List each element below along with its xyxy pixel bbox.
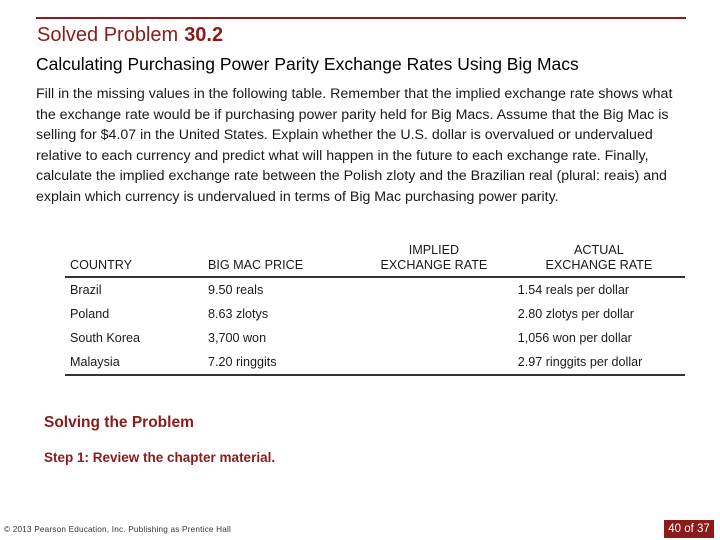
problem-number: 30.2 xyxy=(184,24,224,46)
cell-price: 9.50 reals xyxy=(207,283,264,297)
header-implied-line1: IMPLIED xyxy=(408,243,460,257)
cell-actual: 2.97 ringgits per dollar xyxy=(517,355,643,369)
page-number-badge: 40 of 37 xyxy=(664,520,714,538)
slide-subtitle: Calculating Purchasing Power Parity Exch… xyxy=(36,54,579,74)
cell-country: Brazil xyxy=(70,283,102,297)
cell-actual: 1.54 reals per dollar xyxy=(517,283,630,297)
cell-implied xyxy=(355,326,513,350)
cell-price: 3,700 won xyxy=(207,331,267,345)
cell-country: South Korea xyxy=(70,331,141,345)
header-implied-line2: EXCHANGE RATE xyxy=(380,258,488,272)
cell-country: Malaysia xyxy=(70,355,120,369)
table-row: Brazil 9.50 reals 1.54 reals per dollar xyxy=(65,277,685,302)
top-divider xyxy=(36,17,686,19)
table-row: South Korea 3,700 won 1,056 won per doll… xyxy=(65,326,685,350)
header-country: COUNTRY xyxy=(70,258,133,272)
slide-title: Solved Problem 30.2 xyxy=(37,24,223,47)
cell-price: 8.63 zlotys xyxy=(207,307,269,321)
cell-implied xyxy=(355,302,513,326)
cell-actual: 1,056 won per dollar xyxy=(517,331,632,345)
header-actual-line1: ACTUAL xyxy=(574,243,624,257)
cell-implied xyxy=(355,277,513,302)
solving-heading: Solving the Problem xyxy=(44,414,194,431)
problem-statement: Fill in the missing values in the follow… xyxy=(36,86,673,205)
title-text: Solved Problem xyxy=(37,24,179,46)
data-table: COUNTRY BIG MAC PRICE IMPLIED EXCHANGE R… xyxy=(65,243,685,376)
header-price: BIG MAC PRICE xyxy=(207,258,304,272)
cell-implied xyxy=(355,350,513,375)
header-actual-line2: EXCHANGE RATE xyxy=(545,258,653,272)
exchange-rate-table: COUNTRY BIG MAC PRICE IMPLIED EXCHANGE R… xyxy=(65,243,685,376)
step-one: Step 1: Review the chapter material. xyxy=(44,450,276,465)
table-row: Malaysia 7.20 ringgits 2.97 ringgits per… xyxy=(65,350,685,375)
cell-country: Poland xyxy=(70,307,110,321)
table-header-row: COUNTRY BIG MAC PRICE IMPLIED EXCHANGE R… xyxy=(65,243,685,277)
copyright-footer: © 2013 Pearson Education, Inc. Publishin… xyxy=(4,525,231,534)
cell-price: 7.20 ringgits xyxy=(207,355,277,369)
header-implied: IMPLIED EXCHANGE RATE xyxy=(355,243,513,277)
cell-actual: 2.80 zlotys per dollar xyxy=(517,307,634,321)
header-actual: ACTUAL EXCHANGE RATE xyxy=(513,243,685,277)
table-row: Poland 8.63 zlotys 2.80 zlotys per dolla… xyxy=(65,302,685,326)
